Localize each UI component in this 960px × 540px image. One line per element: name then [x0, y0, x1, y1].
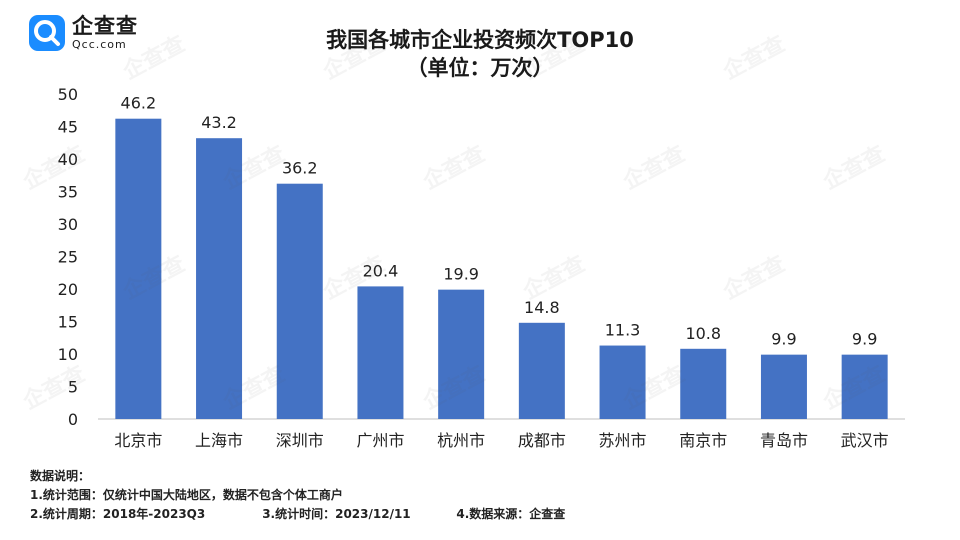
x-tick-label: 武汉市 — [841, 431, 889, 450]
notes-source: 4.数据来源：企查查 — [456, 507, 566, 521]
chart-title: 我国各城市企业投资频次TOP10 — [326, 28, 634, 52]
y-tick-label: 30 — [58, 215, 78, 234]
data-label: 9.9 — [771, 330, 796, 349]
data-label: 10.8 — [685, 324, 721, 343]
bar — [357, 286, 404, 419]
x-tick-label: 苏州市 — [599, 431, 647, 450]
chart-unit: （单位：万次） — [406, 56, 554, 80]
bar — [599, 345, 646, 419]
brand-logo: 企查查 Qcc.com — [28, 14, 138, 52]
notes-scope: 1.统计范围：仅统计中国大陆地区，数据不包含个体工商户 — [30, 488, 343, 502]
data-label: 11.3 — [605, 321, 641, 340]
bar — [841, 354, 888, 419]
brand-domain: Qcc.com — [72, 38, 127, 51]
x-tick-label: 青岛市 — [760, 431, 808, 450]
y-tick-label: 25 — [58, 248, 78, 267]
data-label: 43.2 — [201, 113, 237, 132]
notes-time: 3.统计时间：2023/12/11 — [262, 507, 411, 521]
y-tick-label: 0 — [68, 410, 78, 429]
y-tick-label: 40 — [58, 150, 78, 169]
qcc-logo-icon — [29, 15, 65, 51]
notes-heading: 数据说明： — [30, 469, 91, 483]
x-tick-label: 广州市 — [356, 431, 404, 450]
data-label: 36.2 — [282, 159, 318, 178]
data-label: 19.9 — [443, 265, 479, 284]
y-tick-label: 50 — [58, 85, 78, 104]
x-tick-label: 杭州市 — [437, 431, 485, 450]
bar — [438, 289, 485, 419]
data-label: 9.9 — [852, 330, 877, 349]
data-label: 14.8 — [524, 298, 560, 317]
x-tick-label: 南京市 — [679, 431, 727, 450]
x-tick-label: 北京市 — [114, 431, 162, 450]
y-tick-label: 35 — [58, 183, 78, 202]
bar — [196, 138, 243, 419]
bar — [115, 118, 162, 419]
bar — [276, 183, 323, 419]
bar — [760, 354, 807, 419]
data-notes: 数据说明： 1.统计范围：仅统计中国大陆地区，数据不包含个体工商户 2.统计周期… — [30, 467, 565, 524]
notes-period: 2.统计周期：2018年-2023Q3 — [30, 507, 206, 521]
y-tick-label: 5 — [68, 378, 78, 397]
x-tick-label: 深圳市 — [276, 431, 324, 450]
data-label: 20.4 — [363, 261, 399, 280]
data-label: 46.2 — [121, 94, 157, 113]
x-tick-label: 上海市 — [195, 431, 243, 450]
y-tick-label: 45 — [58, 118, 78, 137]
bar — [680, 348, 727, 419]
x-tick-label: 成都市 — [518, 431, 566, 450]
bar — [518, 322, 565, 419]
y-tick-label: 15 — [58, 313, 78, 332]
brand-name: 企查查 — [72, 14, 138, 38]
y-tick-label: 10 — [58, 345, 78, 364]
y-tick-label: 20 — [58, 280, 78, 299]
